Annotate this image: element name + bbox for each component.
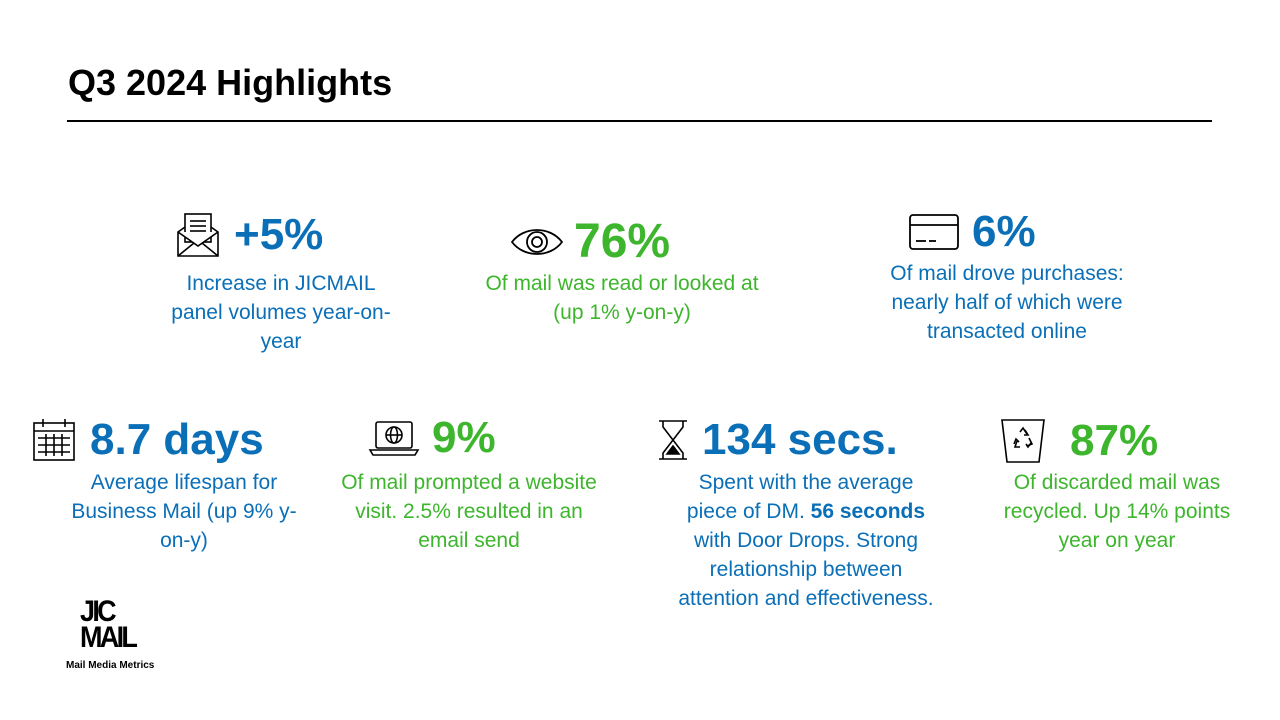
hourglass-icon — [659, 420, 687, 460]
stat-description: Spent with the average piece of DM. 56 s… — [678, 468, 934, 613]
stat-value: 9% — [432, 413, 496, 462]
stat-value: 134 secs. — [702, 415, 898, 464]
stat-description: Of mail drove purchases: nearly half of … — [890, 262, 1124, 343]
eye-icon — [510, 229, 564, 255]
calendar-icon — [33, 419, 75, 461]
title-divider — [67, 120, 1212, 122]
laptop-globe-icon — [368, 421, 420, 456]
stat-value: 87% — [1070, 416, 1159, 465]
envelope-icon — [177, 213, 219, 257]
stat-description: Increase in JICMAIL panel volumes year-o… — [171, 272, 391, 353]
stat-description: Average lifespan for Business Mail (up 9… — [71, 471, 297, 552]
description-text: Spent with the average piece of DM. — [686, 471, 914, 523]
logo-line-1: JIC — [80, 595, 117, 628]
credit-card-icon — [909, 214, 959, 250]
stat-description: Of mail was read or looked at (up 1% y-o… — [485, 272, 759, 324]
stat-value: 8.7 days — [90, 415, 264, 464]
logo-line-2: MAIL — [80, 621, 138, 654]
recycle-bin-icon — [1001, 419, 1045, 463]
stat-value: +5% — [234, 210, 324, 259]
stat-description: Of discarded mail was recycled. Up 14% p… — [1003, 471, 1231, 552]
stat-value: 6% — [972, 207, 1036, 256]
description-bold: 56 seconds — [810, 500, 926, 523]
stat-value: 76% — [574, 215, 671, 268]
logo-tagline: Mail Media Metrics — [66, 660, 155, 671]
description-text: with Door Drops. Strong relationship bet… — [678, 529, 934, 610]
slide-title: Q3 2024 Highlights — [68, 62, 393, 103]
jicmail-logo: JIC MAIL Mail Media Metrics — [66, 596, 176, 676]
stat-description: Of mail prompted a website visit. 2.5% r… — [341, 471, 597, 552]
